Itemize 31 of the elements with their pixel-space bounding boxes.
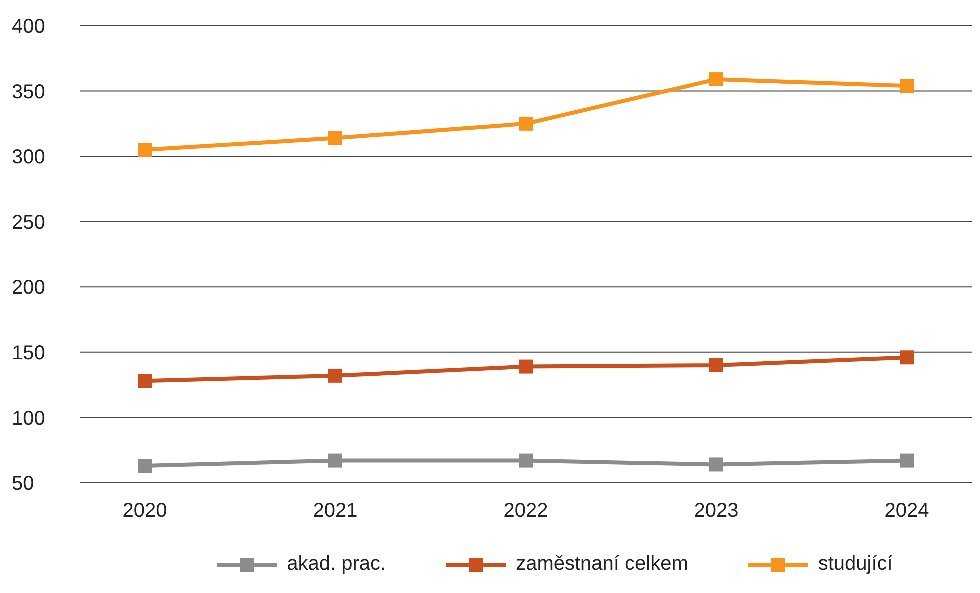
- x-tick-label: 2024: [884, 500, 930, 522]
- point: [328, 454, 342, 468]
- y-tick-label: 400: [12, 16, 46, 38]
- point: [900, 454, 914, 468]
- point: [710, 358, 724, 372]
- x-tick-label: 2023: [694, 500, 739, 522]
- point: [710, 72, 724, 87]
- point: [900, 79, 914, 94]
- y-tick-label: 250: [12, 212, 46, 234]
- point: [519, 116, 533, 131]
- y-tick-label: 300: [12, 146, 46, 169]
- legend-label: akad. prac.: [286, 553, 386, 576]
- point: [138, 374, 152, 388]
- y-tick-label: 350: [12, 81, 46, 104]
- point: [519, 360, 533, 374]
- legend-label: zaměstnaní celkem: [515, 553, 688, 576]
- legend-label: studující: [817, 553, 893, 576]
- y-tick-label: 150: [12, 342, 46, 365]
- point: [519, 454, 533, 468]
- point: [328, 131, 342, 146]
- point: [138, 459, 152, 474]
- x-tick-label: 2022: [504, 500, 548, 522]
- point: [328, 368, 342, 383]
- x-tick-label: 2021: [313, 500, 358, 522]
- point: [900, 350, 914, 365]
- y-tick-label: 100: [12, 408, 46, 430]
- x-tick-label: 2020: [122, 500, 168, 522]
- y-tick-label: 200: [12, 277, 46, 300]
- point: [138, 143, 152, 158]
- point: [710, 458, 724, 472]
- y-tick-label: 50: [12, 473, 34, 496]
